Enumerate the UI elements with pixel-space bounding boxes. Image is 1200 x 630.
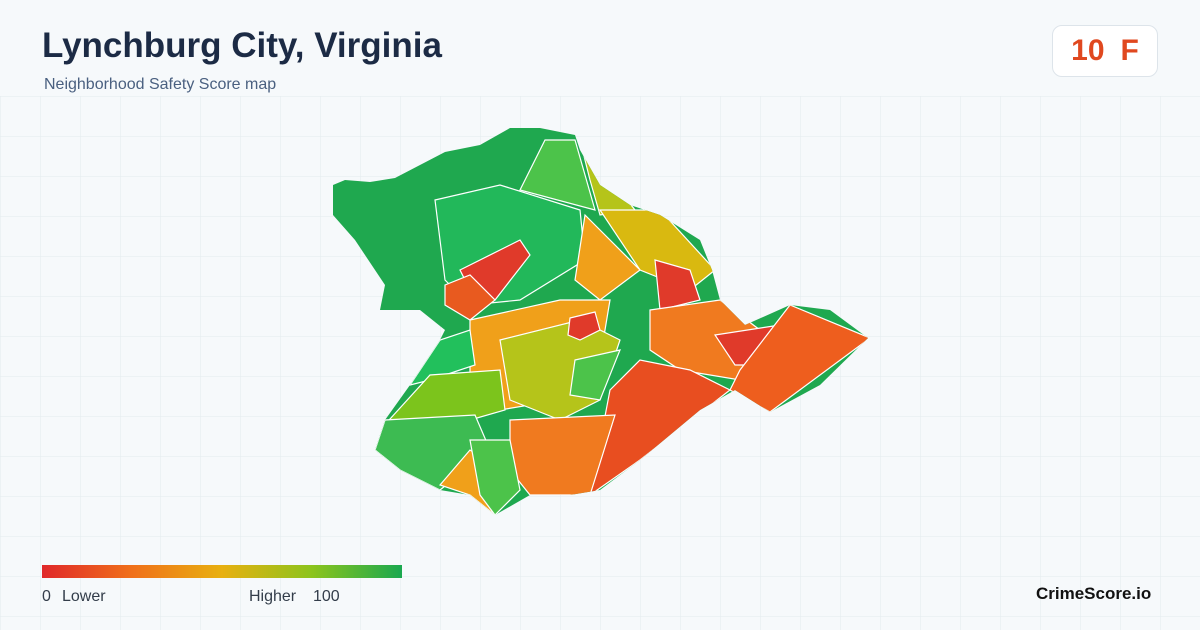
legend-max-label: Higher <box>249 588 297 605</box>
subtitle: Neighborhood Safety Score map <box>44 76 277 93</box>
region <box>729 304 868 413</box>
brand: CrimeScore.io <box>1036 584 1152 603</box>
title: Lynchburg City, Virginia <box>42 26 442 65</box>
score-value: 10 <box>1071 34 1105 67</box>
score-grade: F <box>1120 34 1139 67</box>
region <box>519 139 596 211</box>
region <box>569 349 621 401</box>
region <box>469 439 521 515</box>
legend-scale <box>42 565 402 578</box>
legend-max: 100 <box>313 588 340 605</box>
legend-min: 0 <box>42 588 51 605</box>
region <box>567 311 601 341</box>
region <box>654 259 701 311</box>
legend-min-label: Lower <box>62 588 106 605</box>
region <box>444 274 496 321</box>
score-badge: 10 F <box>1052 25 1158 77</box>
